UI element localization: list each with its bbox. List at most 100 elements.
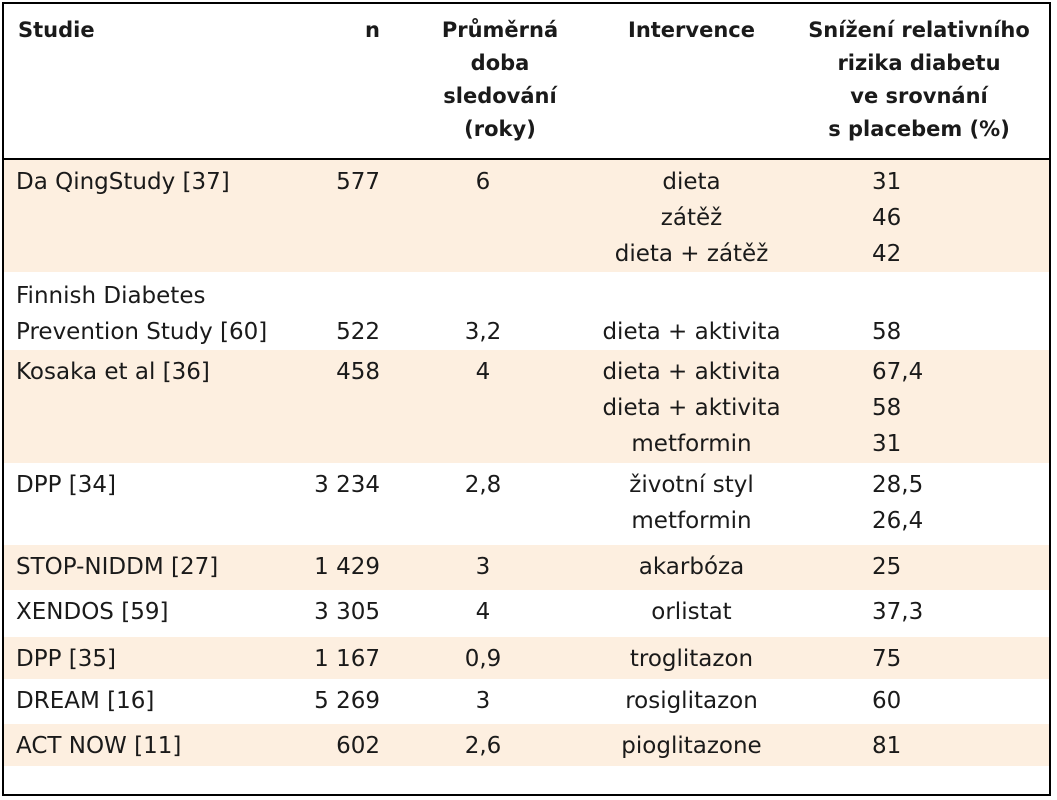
reduction-value: 58 (872, 395, 902, 421)
cell-study: ACT NOW [11] (4, 724, 294, 766)
intervention-value: dieta + aktivita (602, 319, 781, 345)
header-follow-up-line: sledování (443, 84, 557, 108)
cell-follow-up: 3 (406, 545, 594, 590)
cell-study: DPP [35] (4, 637, 294, 679)
header-follow-up-line: (roky) (464, 117, 536, 141)
cell-intervention: dieta + aktivita dieta + aktivita metformi… (594, 350, 789, 463)
header-reduction-line: rizika diabetu (837, 51, 1001, 75)
n-value: 3 305 (314, 599, 380, 625)
cell-follow-up: 2,6 (406, 724, 594, 766)
intervention-value: metformin (631, 431, 752, 457)
header-reduction-line: s placebem (%) (828, 117, 1010, 141)
n-value: 5 269 (314, 688, 380, 714)
follow-up-value: 3 (475, 554, 491, 580)
header-n: n (294, 4, 406, 160)
follow-up-value: 3 (475, 688, 491, 714)
study-name: Da QingStudy [37] (16, 169, 230, 195)
cell-n: 577 (294, 159, 406, 272)
diabetes-prevention-table: Studie n Průměrná doba sledování (roky) … (4, 4, 1049, 766)
intervention-value: životní styl (629, 472, 754, 498)
table-row: Finnish Diabetes Prevention Study [60] 522… (4, 272, 1049, 350)
intervention-value: dieta (662, 169, 721, 195)
study-name: ACT NOW [11] (16, 733, 182, 759)
intervention-value: dieta + aktivita (602, 359, 781, 385)
cell-n: 3 234 (294, 463, 406, 545)
cell-reduction: 31 46 42 (789, 159, 1049, 272)
n-value: 1 429 (314, 554, 380, 580)
table-row: DREAM [16] 5 269 3 rosiglitazon 60 (4, 679, 1049, 724)
table-body: Da QingStudy [37] 577 6 dieta zátěž dieta + z… (4, 159, 1049, 766)
table-row: Da QingStudy [37] 577 6 dieta zátěž dieta + z… (4, 159, 1049, 272)
header-reduction-line: Snížení relativního (808, 18, 1030, 42)
reduction-value: 60 (872, 688, 902, 714)
reduction-value: 58 (872, 319, 902, 345)
table-row: Kosaka et al [36] 458 4 dieta + aktivita die… (4, 350, 1049, 463)
reduction-value: 81 (872, 733, 902, 759)
study-name: Kosaka et al [36] (16, 359, 210, 385)
cell-follow-up: 3 (406, 679, 594, 724)
header-intervention-text: Intervence (628, 18, 755, 42)
cell-n: 1 167 (294, 637, 406, 679)
cell-reduction: 67,4 58 31 (789, 350, 1049, 463)
cell-reduction: 25 (789, 545, 1049, 590)
cell-n: 602 (294, 724, 406, 766)
reduction-value: 46 (872, 205, 902, 231)
cell-reduction: 75 (789, 637, 1049, 679)
cell-intervention: dieta zátěž dieta + zátěž (594, 159, 789, 272)
cell-intervention: dieta + aktivita (594, 272, 789, 350)
header-intervention: Intervence (594, 4, 789, 160)
cell-intervention: akarbóza (594, 545, 789, 590)
cell-follow-up: 0,9 (406, 637, 594, 679)
header-row: Studie n Průměrná doba sledování (roky) … (4, 4, 1049, 160)
study-name: DPP [34] (16, 472, 116, 498)
study-name: DPP [35] (16, 646, 116, 672)
intervention-value: zátěž (660, 205, 723, 231)
cell-follow-up: 6 (406, 159, 594, 272)
follow-up-value: 3,2 (464, 319, 502, 345)
header-follow-up: Průměrná doba sledování (roky) (406, 4, 594, 160)
table-row: DPP [34] 3 234 2,8 životní styl metformin 28,… (4, 463, 1049, 545)
header-reduction: Snížení relativního rizika diabetu ve sr… (789, 4, 1049, 160)
cell-intervention: pioglitazone (594, 724, 789, 766)
cell-study: DPP [34] (4, 463, 294, 545)
header-study: Studie (4, 4, 294, 160)
study-name: XENDOS [59] (16, 599, 169, 625)
header-reduction-line: ve srovnání (850, 84, 988, 108)
header-follow-up-line: Průměrná (441, 18, 559, 42)
cell-study: Finnish Diabetes Prevention Study [60] (4, 272, 294, 350)
cell-follow-up: 4 (406, 590, 594, 637)
reduction-value: 42 (872, 241, 902, 267)
intervention-value: dieta + zátěž (614, 241, 769, 267)
cell-follow-up: 4 (406, 350, 594, 463)
cell-n: 3 305 (294, 590, 406, 637)
cell-study: Kosaka et al [36] (4, 350, 294, 463)
n-value: 458 (336, 359, 380, 385)
table-row: STOP-NIDDM [27] 1 429 3 akarbóza 25 (4, 545, 1049, 590)
study-name: Finnish Diabetes (16, 283, 206, 309)
study-name: STOP-NIDDM [27] (16, 554, 219, 580)
table-row: DPP [35] 1 167 0,9 troglitazon 75 (4, 637, 1049, 679)
cell-follow-up: 2,8 (406, 463, 594, 545)
reduction-value: 67,4 (872, 359, 924, 385)
follow-up-value: 6 (475, 169, 491, 195)
follow-up-value: 4 (475, 599, 491, 625)
cell-study: XENDOS [59] (4, 590, 294, 637)
cell-intervention: troglitazon (594, 637, 789, 679)
cell-intervention: rosiglitazon (594, 679, 789, 724)
n-value: 602 (336, 733, 380, 759)
reduction-value: 31 (872, 431, 902, 457)
intervention-value: troglitazon (629, 646, 754, 672)
cell-reduction: 58 (789, 272, 1049, 350)
n-value: 3 234 (314, 472, 380, 498)
study-name: DREAM [16] (16, 688, 155, 714)
table-row: ACT NOW [11] 602 2,6 pioglitazone 81 (4, 724, 1049, 766)
follow-up-value: 0,9 (464, 646, 502, 672)
n-value: 1 167 (314, 646, 380, 672)
reduction-value: 75 (872, 646, 902, 672)
table-row: XENDOS [59] 3 305 4 orlistat 37,3 (4, 590, 1049, 637)
reduction-value: 25 (872, 554, 902, 580)
reduction-value: 37,3 (872, 599, 924, 625)
intervention-value: dieta + aktivita (602, 395, 781, 421)
cell-follow-up: 3,2 (406, 272, 594, 350)
